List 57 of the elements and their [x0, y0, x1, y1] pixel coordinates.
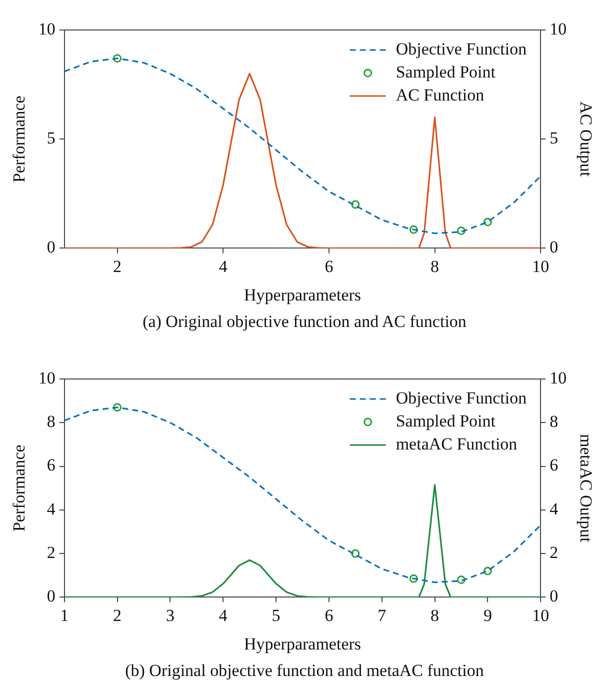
y-tick-label: 5 [46, 128, 56, 148]
y2-axis-title: metaAC Output [576, 434, 596, 542]
y-tick-label: 0 [46, 586, 56, 606]
legend-label: Objective Function [396, 39, 528, 58]
y2-tick-label: 10 [550, 368, 567, 388]
y-tick-label: 6 [46, 456, 56, 475]
x-axis-title: Hyperparameters [244, 634, 362, 654]
x-tick-label: 8 [430, 256, 440, 276]
point [456, 226, 466, 235]
point [351, 200, 360, 209]
point [456, 575, 466, 584]
legend-label: Sampled Point [396, 411, 496, 430]
y-tick-label: 10 [38, 368, 56, 388]
x-tick-label: 2 [113, 256, 122, 276]
x-tick-label: 4 [218, 606, 228, 625]
x-tick-label: 7 [378, 606, 387, 625]
legend-label: Objective Function [396, 388, 528, 408]
x-axis-title: Hyperparameters [244, 285, 362, 304]
point [409, 574, 418, 583]
x-tick-label: 2 [113, 606, 122, 625]
y-tick-label: 0 [46, 238, 56, 257]
y2-tick-label: 6 [550, 456, 558, 475]
x-tick-label: 1 [60, 606, 69, 625]
legend-label: AC Function [396, 85, 485, 104]
legend-label: metaAC Function [396, 434, 518, 454]
x-tick-label: 6 [324, 606, 334, 625]
point [113, 54, 122, 63]
y-tick-label: 8 [46, 412, 56, 432]
y2-tick-label: 0 [550, 238, 558, 257]
y-tick-label: 2 [46, 543, 56, 562]
point [409, 225, 418, 234]
point [483, 566, 492, 576]
legend-label: Sampled Point [396, 62, 496, 82]
y2-tick-label: 2 [550, 543, 558, 562]
x-tick-label: 10 [532, 606, 550, 625]
x-tick-label: 6 [324, 256, 334, 276]
y2-axis-title: AC Output [576, 102, 596, 177]
point [113, 403, 122, 412]
text: (b) Original objective function and metaAC function [124, 661, 485, 681]
y-tick-label: 10 [38, 19, 56, 38]
point [483, 218, 492, 226]
y2-tick-label: 5 [550, 128, 558, 148]
y-axis-title: Performance [10, 444, 29, 532]
y2-tick-label: 0 [550, 586, 558, 606]
y-tick-label: 4 [46, 499, 56, 518]
y2-tick-label: 10 [550, 19, 567, 38]
y2-tick-label: 4 [550, 499, 559, 518]
x-tick-label: 8 [430, 606, 440, 625]
x-tick-label: 9 [483, 606, 492, 625]
x-tick-label: 5 [272, 606, 280, 625]
text: (a) Original objective function and AC function [142, 312, 468, 332]
x-tick-label: 3 [166, 606, 174, 625]
y-axis-title: Performance [10, 96, 29, 183]
point [351, 549, 360, 558]
x-tick-label: 10 [532, 256, 550, 276]
y2-tick-label: 8 [550, 412, 558, 432]
x-tick-label: 4 [218, 256, 228, 276]
